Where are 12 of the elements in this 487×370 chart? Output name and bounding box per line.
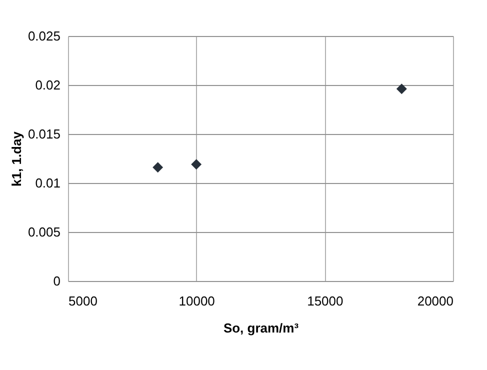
y-tick-label: 0.02: [35, 78, 60, 92]
y-tick-label: 0.025: [28, 28, 60, 44]
x-tick-label: 20000: [417, 294, 454, 308]
y-tick-label: 0.015: [28, 126, 60, 142]
y-tick-label: 0: [53, 274, 60, 288]
x-tick-label: 10000: [178, 294, 215, 308]
y-tick-label: 0.01: [35, 176, 60, 190]
x-axis-title: So, gram/m³: [223, 320, 300, 336]
x-tick-label: 5000: [68, 294, 98, 308]
y-axis-title: k1, 1.day: [8, 130, 24, 186]
y-tick-label: 0.005: [28, 224, 60, 240]
x-tick-label: 15000: [307, 294, 344, 308]
